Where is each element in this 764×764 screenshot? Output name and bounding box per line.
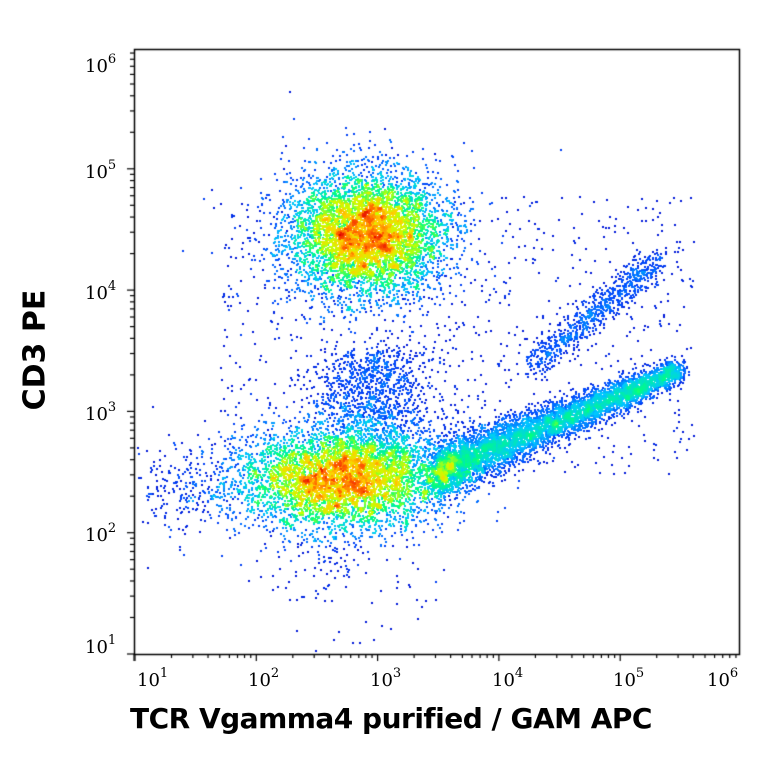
x-tick-1e4: 104 <box>492 666 524 691</box>
y-tick-1e4: 104 <box>85 279 117 304</box>
y-tick-1e5: 105 <box>85 158 117 183</box>
y-axis-label: CD3 PE <box>17 289 53 411</box>
x-axis-label: TCR Vgamma4 purified / GAM APC <box>130 702 652 735</box>
x-tick-1e3: 103 <box>370 666 402 691</box>
y-tick-1e1: 101 <box>85 633 117 658</box>
x-tick-1e6: 106 <box>707 666 739 691</box>
y-tick-1e2: 102 <box>85 521 117 546</box>
x-tick-1e5: 105 <box>613 666 645 691</box>
y-tick-1e6: 106 <box>85 52 117 77</box>
x-tick-1e1: 101 <box>137 666 169 691</box>
y-tick-1e3: 103 <box>85 400 117 425</box>
x-tick-1e2: 102 <box>248 666 280 691</box>
